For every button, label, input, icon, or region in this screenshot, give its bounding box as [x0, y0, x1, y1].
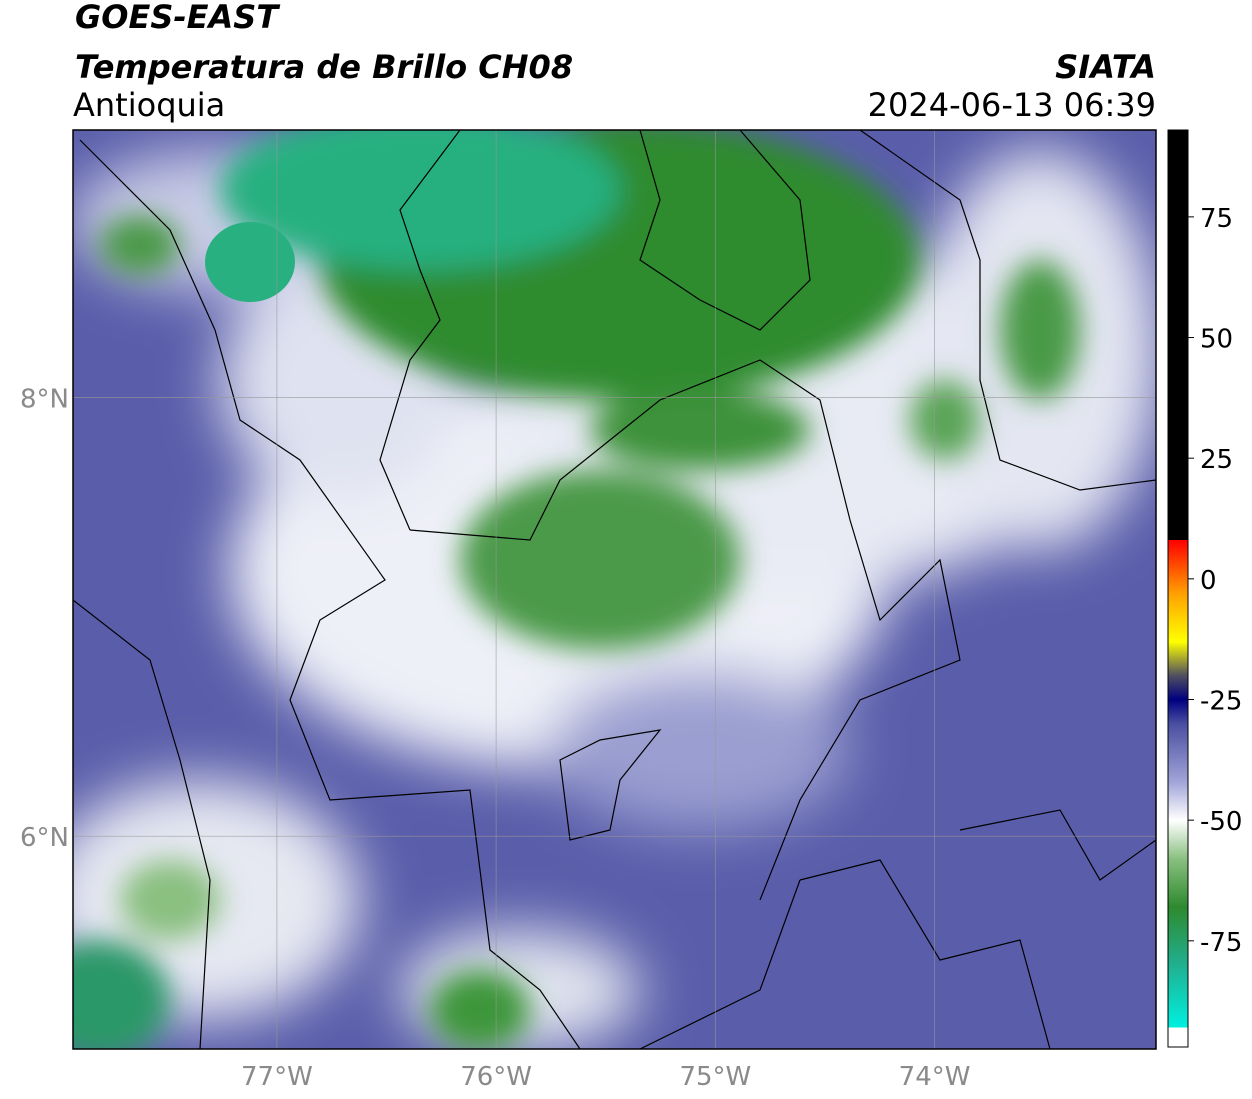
- lat-tick-label: 8°N: [20, 385, 69, 415]
- subtitle: Temperatura de Brillo CH08: [75, 48, 573, 86]
- lon-tick-label: 77°W: [241, 1062, 313, 1092]
- lon-tick-label: 74°W: [899, 1062, 971, 1092]
- lon-tick-label: 76°W: [460, 1062, 532, 1092]
- lat-tick-label: 6°N: [20, 823, 69, 853]
- colorbar-tick-label: -25: [1200, 687, 1242, 717]
- graticule: [73, 130, 1156, 1049]
- colorbar: [1167, 129, 1189, 1048]
- lon-tick-label: 75°W: [679, 1062, 751, 1092]
- title: GOES-EAST: [75, 0, 280, 36]
- colorbar-tick-label: 25: [1200, 445, 1233, 475]
- region: Antioquia: [73, 86, 225, 124]
- colorbar-tick-label: 75: [1200, 204, 1233, 234]
- source: SIATA: [1055, 48, 1156, 86]
- colorbar-tick-label: -50: [1200, 807, 1242, 837]
- map-frame: [72, 129, 1157, 1050]
- timestamp: 2024-06-13 06:39: [868, 86, 1156, 124]
- colorbar-tick-label: 0: [1200, 566, 1217, 596]
- satellite-image: [73, 130, 1156, 1049]
- colorbar-tick-label: 50: [1200, 325, 1233, 355]
- colorbar-tick-label: -75: [1200, 928, 1242, 958]
